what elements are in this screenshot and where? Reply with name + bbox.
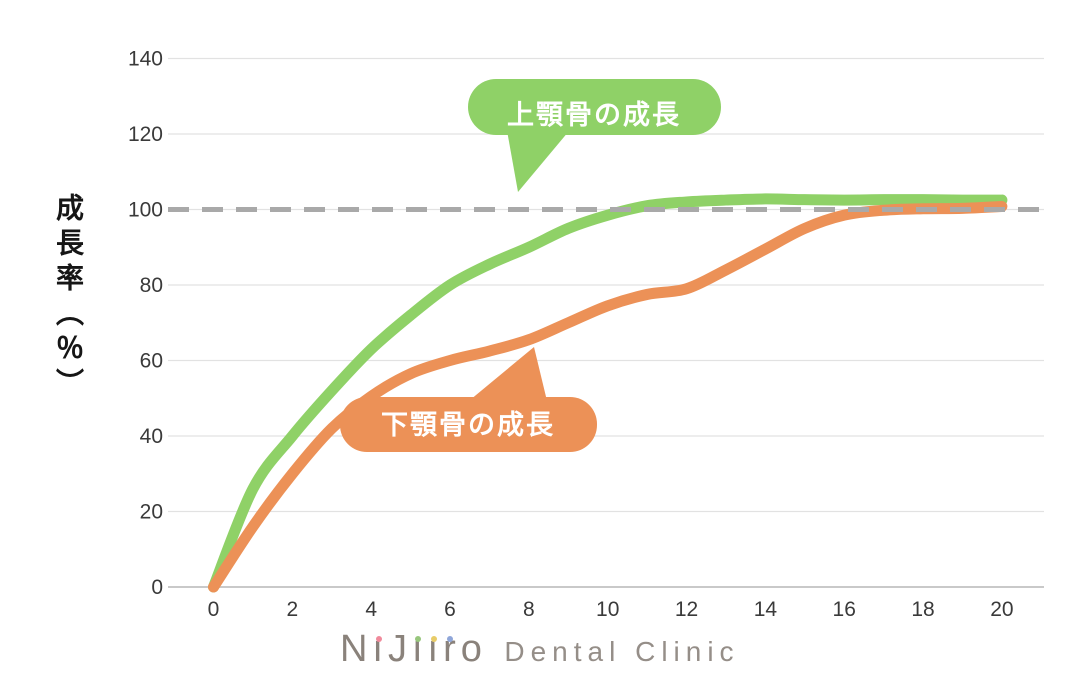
y-tick-label: 60 [140,350,163,373]
brand-letter: o [460,628,484,670]
tick-labels-group: 0 20 40 60 80 100 120 140 0 2 4 6 8 10 12 14 16 18 20 [128,48,1014,622]
brand-letter: ı [411,628,425,670]
x-tick-label: 4 [365,598,377,621]
y-tick-label: 120 [128,123,163,146]
brand-letter: N [339,628,370,670]
y-tick-label: 100 [128,199,163,222]
mandible-label-text: 下顎骨の成長 [381,410,555,440]
x-tick-label: 2 [286,598,298,621]
y-tick-label: 40 [140,425,163,448]
brand-dot-icon [430,636,437,642]
mandible-bubble-tail [464,347,548,405]
x-tick-label: 10 [596,598,619,621]
y-tick-label: 140 [128,48,163,71]
y-tick-label: 20 [140,501,163,524]
brand-letter: J [387,628,409,670]
mandible-label-bubble: 下顎骨の成長 [340,347,597,452]
brand-letter: ı [372,628,385,670]
maxilla-label-bubble: 上顎骨の成長 [468,79,721,192]
maxilla-bubble-body [468,79,721,135]
x-tick-label: 14 [754,598,778,621]
maxilla-label-text: 上顎骨の成長 [507,100,681,130]
x-tick-label: 16 [833,598,856,621]
x-tick-label: 0 [208,598,220,621]
dental-clinic-text: Dental Clinic [504,636,740,667]
brand-letter: ı [427,628,441,670]
curves-group [208,193,1008,593]
y-tick-label: 0 [151,576,163,599]
x-tick-label: 18 [911,598,934,621]
maxilla-curve [208,193,1008,593]
maxilla-bubble-tail [506,125,574,192]
brand-dot-icon [415,636,422,642]
y-axis-title: 成長率（％） [53,193,84,403]
x-tick-label: 6 [444,598,456,621]
x-tick-label: 20 [990,598,1013,621]
x-tick-label: 8 [523,598,535,621]
brand-dot-icon [375,636,382,642]
gridlines-group [168,57,1044,588]
brand-dot-icon [447,636,454,642]
mandible-curve [208,200,1008,593]
x-tick-label: 12 [675,598,698,621]
brand-letter: r [443,628,458,670]
y-tick-label: 80 [140,274,163,297]
mandible-bubble-body [340,397,597,452]
